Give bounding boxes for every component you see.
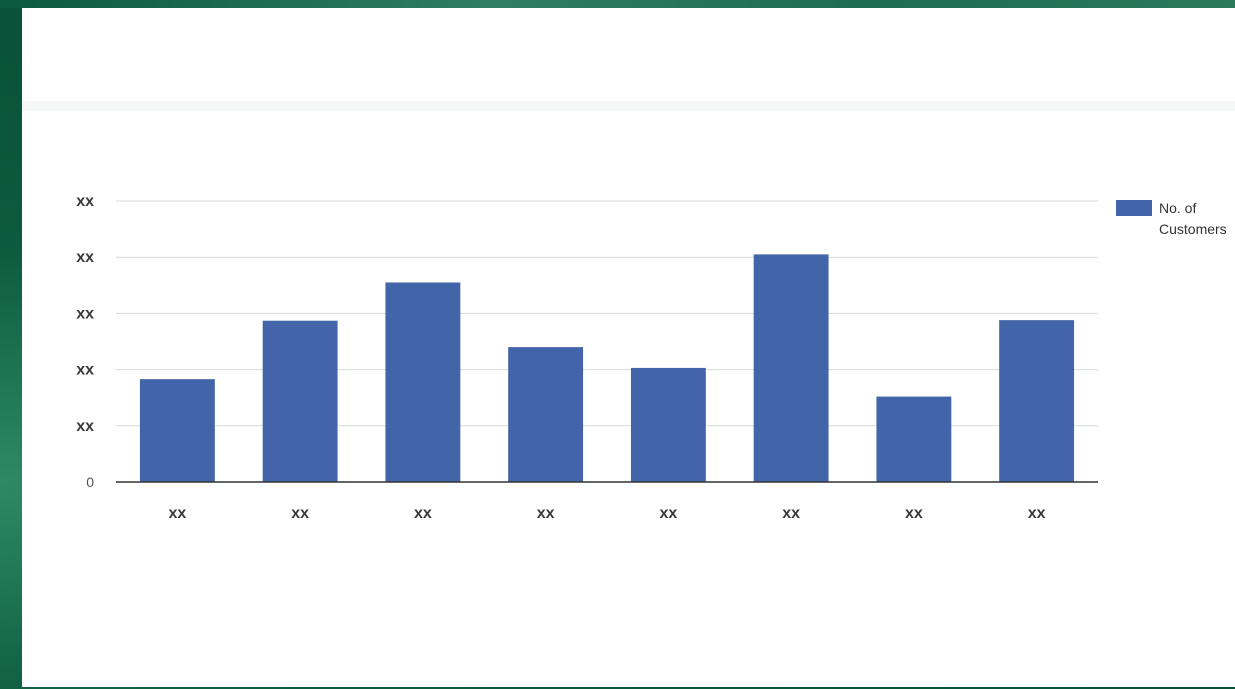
bar [262, 320, 338, 482]
bar [999, 320, 1075, 482]
panel-header-divider [22, 101, 1235, 111]
bar-chart: 0 xx xx xx xx xx xx xx xx xx xx xx xx xx No. of Custo… [76, 193, 1227, 522]
y-tick-label: xx [76, 305, 94, 322]
bar [139, 379, 215, 482]
bar [753, 254, 829, 482]
x-tick-label: xx [659, 505, 677, 522]
bar [630, 367, 706, 482]
legend-label: No. of Customers [1159, 200, 1227, 237]
legend-label-line: Customers [1159, 221, 1227, 237]
chart-panel: 0 xx xx xx xx xx xx xx xx xx xx xx xx xx No. of Custo… [22, 8, 1235, 687]
x-tick-label: xx [168, 505, 186, 522]
legend-swatch [1116, 200, 1152, 216]
x-tick-label: xx [782, 505, 800, 522]
y-tick-label: xx [76, 362, 94, 379]
legend: No. of Customers [1116, 200, 1227, 237]
x-tick-label: xx [537, 505, 555, 522]
y-tick-label: xx [76, 418, 94, 435]
x-tick-label: xx [1028, 505, 1046, 522]
y-tick-label: 0 [86, 474, 94, 490]
x-tick-label: xx [291, 505, 309, 522]
y-tick-label: xx [76, 193, 94, 210]
y-tick-label: xx [76, 249, 94, 266]
frame-top-edge [0, 0, 1235, 8]
x-axis-tick-labels: xx xx xx xx xx xx xx xx [168, 505, 1045, 522]
bar [508, 347, 584, 482]
x-tick-label: xx [414, 505, 432, 522]
legend-label-line: No. of [1159, 200, 1196, 216]
x-tick-label: xx [905, 505, 923, 522]
bar [385, 282, 461, 482]
bar [876, 396, 952, 482]
y-axis-tick-labels: 0 xx xx xx xx xx [76, 193, 94, 490]
bars [139, 254, 1075, 482]
